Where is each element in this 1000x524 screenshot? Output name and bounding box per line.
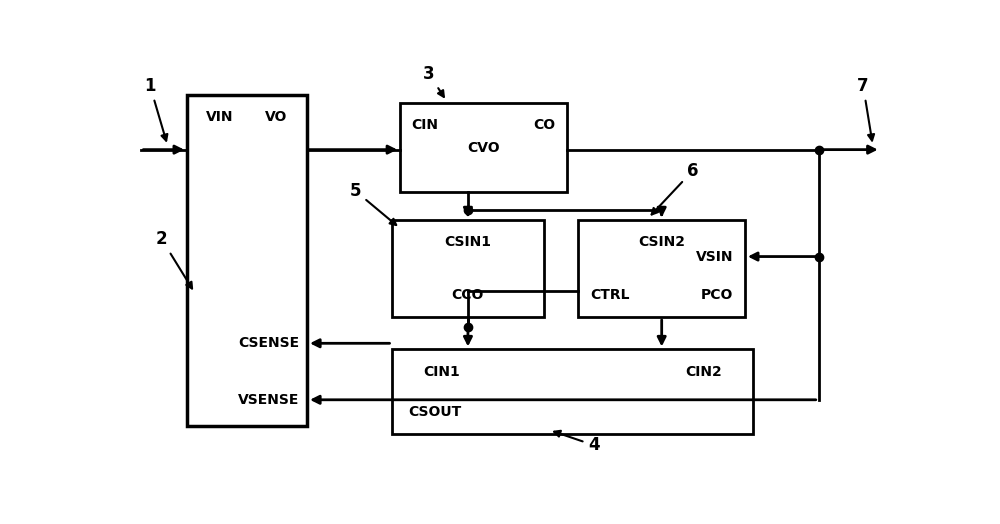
Text: 1: 1 — [144, 77, 167, 141]
Text: PCO: PCO — [701, 288, 733, 302]
Text: VSENSE: VSENSE — [238, 393, 299, 407]
Bar — [400, 103, 567, 192]
Bar — [187, 95, 307, 426]
Bar — [392, 220, 544, 317]
Text: CVO: CVO — [467, 140, 500, 155]
Text: CSIN2: CSIN2 — [638, 235, 685, 249]
Text: 6: 6 — [652, 162, 698, 214]
Text: 2: 2 — [156, 231, 192, 289]
Text: VO: VO — [265, 111, 288, 124]
Text: 7: 7 — [857, 77, 874, 140]
Text: 5: 5 — [350, 182, 396, 225]
Text: VSIN: VSIN — [696, 249, 733, 264]
Text: CSIN1: CSIN1 — [444, 235, 491, 249]
Text: CCO: CCO — [452, 288, 484, 302]
Text: CO: CO — [533, 118, 555, 133]
Text: CSENSE: CSENSE — [238, 336, 299, 351]
Text: CTRL: CTRL — [590, 288, 630, 302]
Text: 4: 4 — [554, 431, 600, 454]
Text: CIN2: CIN2 — [685, 365, 722, 378]
Bar — [392, 350, 753, 434]
Text: 3: 3 — [423, 65, 444, 97]
Text: CIN1: CIN1 — [423, 365, 460, 378]
Bar — [578, 220, 745, 317]
Text: CSOUT: CSOUT — [408, 405, 461, 419]
Text: CIN: CIN — [412, 118, 439, 133]
Text: VIN: VIN — [206, 111, 234, 124]
